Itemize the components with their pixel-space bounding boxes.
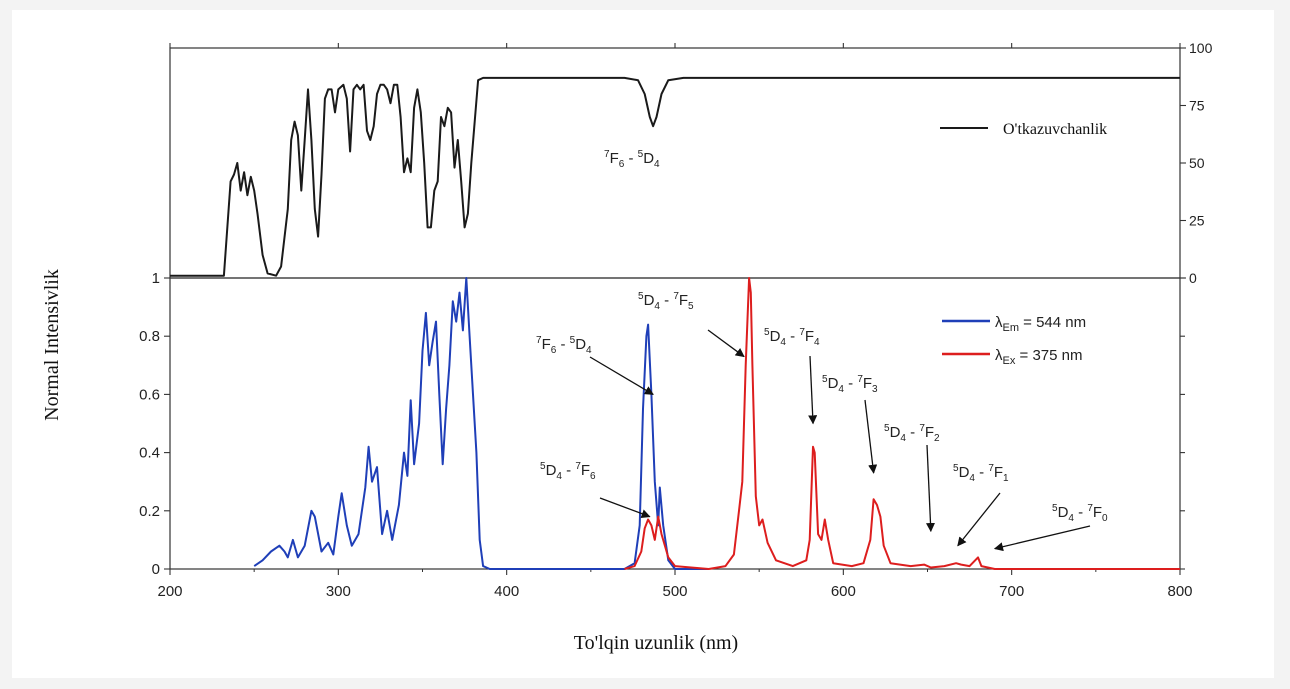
transition-arrow bbox=[707, 329, 745, 358]
transition-arrow bbox=[808, 355, 818, 425]
transition-annotations: 7F6 - 5D4 5D4 - 7F5 5D4 - 7F4 5D4 - 7F3 5D4 … bbox=[536, 149, 1108, 552]
right-y-tick-label: 100 bbox=[1189, 40, 1213, 56]
legend-label: λEm = 544 nm bbox=[995, 314, 1086, 334]
right-y-tick-label: 50 bbox=[1189, 155, 1205, 171]
figure-paper bbox=[12, 10, 1274, 678]
x-tick-label: 400 bbox=[494, 583, 519, 600]
y-tick-label: 0.4 bbox=[139, 445, 160, 462]
transition-label: 5D4 - 7F6 bbox=[540, 461, 596, 482]
emission-line bbox=[624, 277, 1180, 570]
y-tick-label: 0.6 bbox=[139, 386, 160, 403]
transition-arrow bbox=[589, 356, 654, 395]
x-tick-label: 500 bbox=[662, 583, 687, 600]
x-tick-label: 800 bbox=[1167, 583, 1192, 600]
series-lines bbox=[170, 76, 1180, 570]
excitation-line bbox=[253, 277, 709, 570]
y-axis-label: Normal Intensivlik bbox=[41, 269, 63, 421]
x-tick-label: 300 bbox=[326, 583, 351, 600]
axis-ticks bbox=[164, 43, 1186, 575]
transition-arrow bbox=[957, 492, 1001, 547]
x-tick-label: 700 bbox=[999, 583, 1024, 600]
legends: O'tkazuvchanlik λEm = 544 nm λEx = 375 nm bbox=[940, 121, 1107, 367]
right-y-tick-label: 75 bbox=[1189, 98, 1205, 114]
right-y-tick-label: 25 bbox=[1189, 213, 1205, 229]
y-tick-label: 0 bbox=[152, 561, 160, 578]
y-tick-label: 0.2 bbox=[139, 503, 160, 520]
transition-label: 5D4 - 7F4 bbox=[764, 327, 820, 348]
transition-label: 7F6 - 5D4 bbox=[536, 335, 592, 356]
x-axis-label: To'lqin uzunlik (nm) bbox=[574, 632, 738, 654]
transition-label: 5D4 - 7F3 bbox=[822, 374, 878, 395]
transition-arrow bbox=[993, 525, 1091, 552]
transmittance-line bbox=[170, 76, 1180, 277]
transition-arrow bbox=[864, 399, 878, 474]
x-tick-label: 600 bbox=[831, 583, 856, 600]
y-tick-label: 0.8 bbox=[139, 328, 160, 345]
right-y-tick-label: 0 bbox=[1189, 270, 1197, 286]
transition-arrow bbox=[599, 497, 651, 519]
transition-label: 5D4 - 7F0 bbox=[1052, 503, 1108, 524]
transition-label: 5D4 - 7F1 bbox=[953, 463, 1009, 484]
legend-label-transmittance: O'tkazuvchanlik bbox=[1003, 121, 1107, 138]
legend-label: λEx = 375 nm bbox=[995, 347, 1082, 367]
transition-arrow bbox=[925, 444, 936, 533]
transition-label: 5D4 - 7F2 bbox=[884, 423, 940, 444]
x-tick-label: 200 bbox=[157, 583, 182, 600]
y-tick-label: 1 bbox=[152, 270, 160, 287]
transition-label: 5D4 - 7F5 bbox=[638, 291, 694, 312]
transmittance-dip-label: 7F6 - 5D4 bbox=[604, 149, 660, 170]
tick-labels: 200 300 400 500 600 700 800 0 0.2 0.4 0.6 0.8 1 0 25 50… bbox=[139, 40, 1212, 600]
